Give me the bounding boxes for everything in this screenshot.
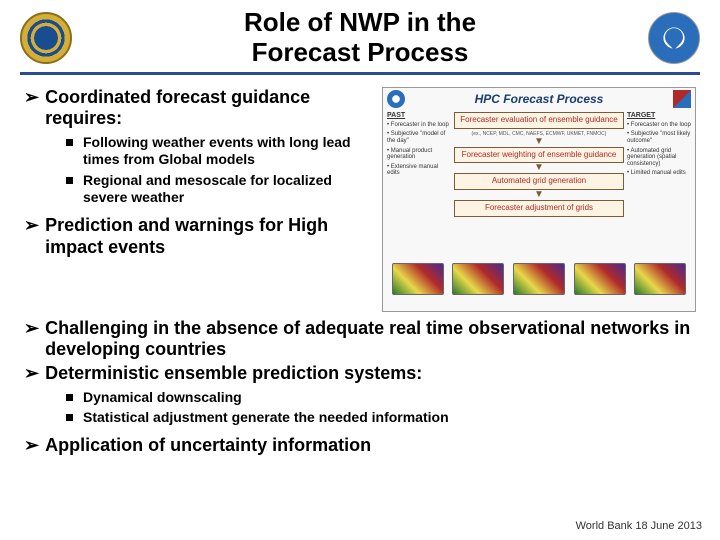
- content: ➢ Coordinated forecast guidance requires:…: [0, 83, 720, 456]
- noaa-seal-icon: [648, 12, 700, 64]
- past-item: Extensive manual edits: [387, 164, 451, 177]
- arrow-icon: ➢: [24, 215, 39, 237]
- diagram-title: HPC Forecast Process: [409, 92, 669, 106]
- bullet-level-1: ➢ Prediction and warnings for High impact…: [24, 215, 374, 258]
- diagram-body: PAST Forecaster in the loop Subjective "m…: [383, 110, 695, 260]
- diagram-center-column: Forecaster evaluation of ensemble guidan…: [454, 112, 624, 258]
- target-item: Limited manual edits: [627, 170, 691, 177]
- down-arrow-icon: ▼: [534, 165, 544, 171]
- commerce-seal-icon: [20, 12, 72, 64]
- target-item: Forecaster on the loop: [627, 122, 691, 129]
- hpc-forecast-diagram: HPC Forecast Process PAST Forecaster in …: [382, 87, 696, 312]
- lower-bullets: ➢ Challenging in the absence of adequate …: [24, 318, 696, 456]
- down-arrow-icon: ▼: [534, 192, 544, 198]
- target-header: TARGET: [627, 112, 691, 119]
- bullet-level-1: ➢ Challenging in the absence of adequate …: [24, 318, 696, 361]
- title-line-1: Role of NWP in the: [244, 7, 476, 37]
- map-thumbnail: [634, 263, 686, 295]
- sub-bullet-text: Statistical adjustment generate the need…: [83, 409, 449, 427]
- diagram-past-column: PAST Forecaster in the loop Subjective "m…: [387, 112, 451, 258]
- left-column: ➢ Coordinated forecast guidance requires:…: [24, 87, 374, 312]
- process-box: Automated grid generation: [454, 173, 624, 190]
- target-item: Automated grid generation (spatial consi…: [627, 148, 691, 168]
- square-bullet-icon: [66, 414, 73, 421]
- sub-bullet-list: Dynamical downscaling Statistical adjustm…: [66, 389, 696, 427]
- map-thumbnail: [392, 263, 444, 295]
- map-thumbnail: [452, 263, 504, 295]
- process-box: Forecaster adjustment of grids: [454, 200, 624, 217]
- header: Role of NWP in the Forecast Process: [0, 0, 720, 68]
- diagram-target-column: TARGET Forecaster on the loop Subjective …: [627, 112, 691, 258]
- sub-bullet-text: Regional and mesoscale for localized sev…: [83, 172, 374, 207]
- bullet-level-2: Statistical adjustment generate the need…: [66, 409, 696, 427]
- bullet-text: Deterministic ensemble prediction system…: [45, 363, 422, 385]
- bullet-level-2: Dynamical downscaling: [66, 389, 696, 407]
- square-bullet-icon: [66, 394, 73, 401]
- diagram-maps-row: [383, 260, 695, 298]
- sub-bullet-text: Dynamical downscaling: [83, 389, 242, 407]
- map-thumbnail: [513, 263, 565, 295]
- process-box: Forecaster weighting of ensemble guidanc…: [454, 147, 624, 164]
- title-block: Role of NWP in the Forecast Process: [72, 8, 648, 68]
- noaa-small-icon: [387, 90, 405, 108]
- past-item: Subjective "model of the day": [387, 131, 451, 144]
- square-bullet-icon: [66, 139, 73, 146]
- arrow-icon: ➢: [24, 435, 39, 457]
- nws-small-icon: [673, 90, 691, 108]
- map-thumbnail: [574, 263, 626, 295]
- bullet-text: Prediction and warnings for High impact …: [45, 215, 374, 258]
- bullet-level-1: ➢ Coordinated forecast guidance requires:: [24, 87, 374, 130]
- diagram-header: HPC Forecast Process: [383, 88, 695, 110]
- bullet-level-2: Following weather events with long lead …: [66, 134, 374, 169]
- bullet-level-1: ➢ Deterministic ensemble prediction syste…: [24, 363, 696, 385]
- past-item: Forecaster in the loop: [387, 122, 451, 129]
- sub-bullet-text: Following weather events with long lead …: [83, 134, 374, 169]
- bullet-text: Application of uncertainty information: [45, 435, 371, 457]
- arrow-icon: ➢: [24, 318, 39, 340]
- square-bullet-icon: [66, 177, 73, 184]
- title-line-2: Forecast Process: [252, 37, 469, 67]
- bullet-text: Coordinated forecast guidance requires:: [45, 87, 374, 130]
- past-item: Manual product generation: [387, 148, 451, 161]
- sub-bullet-list: Following weather events with long lead …: [66, 134, 374, 207]
- past-header: PAST: [387, 112, 451, 119]
- bullet-level-1: ➢ Application of uncertainty information: [24, 435, 696, 457]
- down-arrow-icon: ▼: [534, 139, 544, 145]
- bullet-level-2: Regional and mesoscale for localized sev…: [66, 172, 374, 207]
- footer-text: World Bank 18 June 2013: [576, 520, 702, 532]
- arrow-icon: ➢: [24, 87, 39, 109]
- page-title: Role of NWP in the Forecast Process: [72, 8, 648, 68]
- bullet-text: Challenging in the absence of adequate r…: [45, 318, 696, 361]
- header-divider: [20, 72, 700, 75]
- arrow-icon: ➢: [24, 363, 39, 385]
- top-row: ➢ Coordinated forecast guidance requires:…: [24, 87, 696, 312]
- target-item: Subjective "most likely outcome": [627, 131, 691, 144]
- process-box: Forecaster evaluation of ensemble guidan…: [454, 112, 624, 129]
